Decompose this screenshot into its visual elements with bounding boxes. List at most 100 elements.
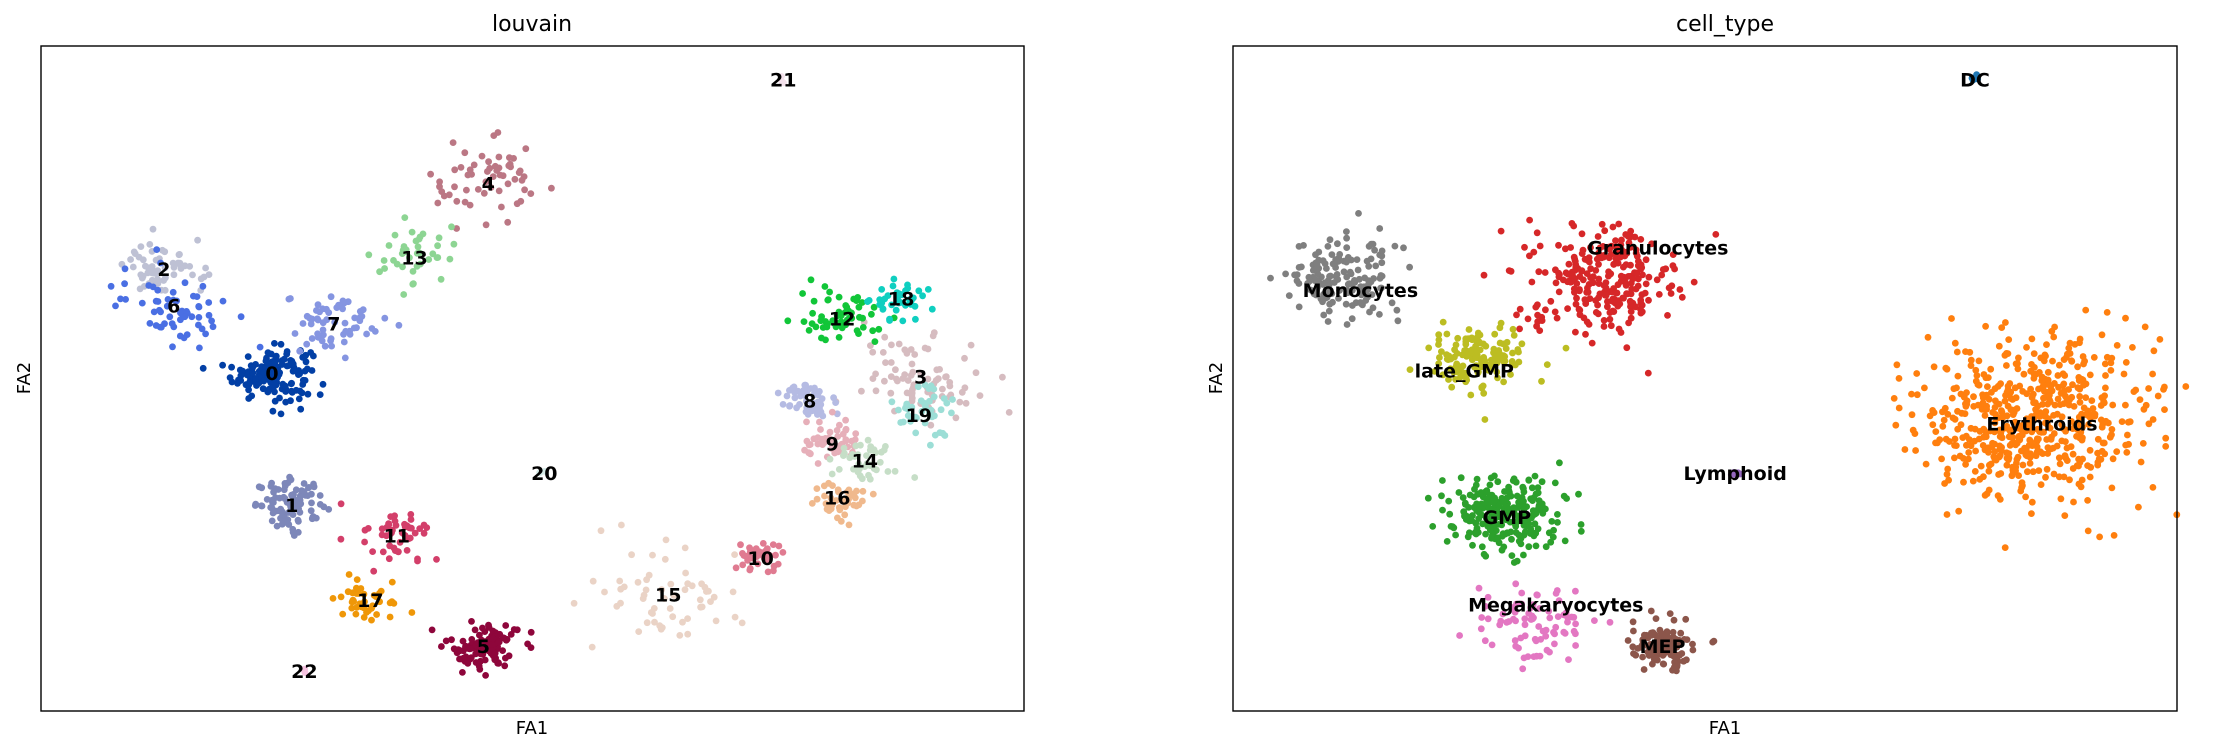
point-3 [942, 373, 949, 381]
point-erythroids [2088, 397, 2096, 404]
point-16 [827, 494, 835, 502]
point-3 [908, 394, 916, 402]
point-erythroids [2085, 421, 2093, 428]
point-5 [507, 631, 515, 638]
point-15 [681, 586, 689, 594]
point-8 [791, 394, 799, 402]
point-granulocytes [1594, 301, 1601, 309]
point-11 [408, 524, 415, 532]
point-erythroids [2030, 374, 2038, 382]
point-6 [169, 296, 177, 304]
cluster-label-19: 19 [906, 405, 932, 427]
cluster-label-16: 16 [824, 488, 850, 510]
point-3 [895, 340, 903, 348]
point-gmp [1446, 510, 1454, 518]
point-erythroids [2018, 479, 2026, 486]
point-19 [928, 413, 936, 421]
point-erythroids [1911, 430, 1919, 437]
point-gmp [1500, 543, 1508, 551]
point-15 [698, 603, 706, 611]
point-erythroids [2118, 418, 2126, 425]
point-6 [169, 343, 176, 351]
point-0 [248, 392, 256, 400]
point-megakaryocytes [1478, 614, 1486, 621]
point-erythroids [2027, 385, 2034, 393]
point-granulocytes [1589, 279, 1597, 287]
point-erythroids [1963, 400, 1971, 408]
point-0 [249, 369, 257, 377]
point-7 [303, 340, 311, 348]
point-0 [264, 349, 272, 356]
point-6 [188, 313, 196, 321]
point-1 [268, 479, 275, 487]
point-erythroids [1991, 419, 1999, 427]
point-3 [869, 348, 877, 356]
point-erythroids [2047, 436, 2055, 443]
point-late-gmp [1496, 324, 1504, 332]
point-granulocytes [1644, 369, 1652, 377]
point-megakaryocytes [1606, 618, 1614, 626]
point-late-gmp [1480, 389, 1488, 397]
point-erythroids [2063, 444, 2071, 452]
point-8 [816, 388, 823, 395]
point-erythroids [2012, 441, 2019, 449]
point-15 [662, 536, 670, 544]
point-erythroids [2040, 382, 2048, 390]
point-12 [856, 313, 863, 321]
point-erythroids [2023, 344, 2030, 351]
point-erythroids [1967, 424, 1975, 432]
point-1 [285, 509, 293, 516]
point-erythroids [2079, 423, 2086, 431]
point-15 [651, 618, 658, 626]
point-16 [821, 492, 828, 500]
point-granulocytes [1617, 272, 1625, 280]
point-monocytes [1349, 286, 1356, 294]
point-mep [1624, 637, 1632, 644]
point-erythroids [1992, 456, 2000, 464]
point-erythroids [2162, 443, 2170, 450]
point-3 [901, 371, 909, 379]
point-gmp [1445, 497, 1453, 505]
point-17 [373, 611, 380, 618]
point-0 [282, 398, 290, 406]
point-megakaryocytes [1477, 625, 1485, 633]
point-5 [488, 641, 496, 648]
point-erythroids [2132, 386, 2140, 394]
point-late-gmp [1543, 361, 1551, 368]
plot-frame-cell-type [1232, 45, 2178, 712]
point-erythroids [2141, 323, 2149, 331]
point-monocytes [1343, 321, 1351, 328]
point-10 [754, 560, 762, 568]
point-7 [306, 314, 314, 322]
point-erythroids [1949, 414, 1957, 422]
point-erythroids [2042, 408, 2050, 415]
point-11 [401, 532, 409, 540]
point-megakaryocytes [1503, 619, 1511, 626]
point-late-gmp [1459, 362, 1467, 370]
point-11 [337, 535, 345, 543]
point-6 [150, 308, 158, 316]
point-granulocytes [1607, 270, 1615, 278]
point-gmp [1551, 479, 1559, 487]
point-erythroids [1992, 397, 1999, 405]
point-13 [381, 265, 388, 272]
point-megakaryocytes [1551, 630, 1558, 638]
point-erythroids [2054, 395, 2062, 403]
point-7 [351, 314, 359, 322]
cluster-label-10: 10 [747, 548, 773, 570]
point-17 [339, 610, 347, 618]
point-erythroids [1975, 357, 1983, 365]
point-1 [308, 490, 315, 498]
point-monocytes [1377, 284, 1384, 292]
point-monocytes [1295, 264, 1303, 271]
point-granulocytes [1639, 271, 1646, 279]
point-8 [774, 389, 782, 397]
point-3 [903, 389, 911, 397]
point-monocytes [1357, 299, 1364, 306]
point-3 [924, 345, 932, 353]
point-13 [380, 257, 388, 264]
point-erythroids [2066, 476, 2073, 484]
point-monocytes [1291, 271, 1298, 279]
point-11 [385, 521, 393, 529]
point-17 [408, 609, 416, 616]
